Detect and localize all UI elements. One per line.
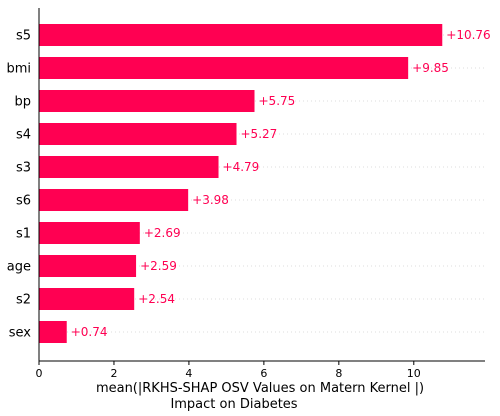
x-axis-title-line2: Impact on Diabetes	[170, 397, 297, 412]
value-label-s2: +2.54	[138, 292, 175, 306]
category-label-sex: sex	[9, 326, 32, 341]
value-label-s3: +4.79	[223, 160, 260, 174]
value-label-s5: +10.76	[446, 28, 490, 42]
value-label-s6: +3.98	[192, 193, 229, 207]
x-tick-label-8: 8	[335, 367, 342, 380]
category-label-s3: s3	[16, 161, 31, 176]
bar-layer: +10.76 +9.85 +5.75 +5.27 +4.79 +3.98 +2.69 +2.5…	[39, 24, 491, 343]
bar-s1	[39, 222, 140, 244]
bar-s2	[39, 288, 135, 310]
category-label-s2: s2	[16, 293, 31, 308]
value-label-bmi: +9.85	[412, 61, 449, 75]
bar-s3	[39, 156, 219, 178]
value-label-bp: +5.75	[259, 94, 296, 108]
x-tick-label-10: 10	[407, 367, 421, 380]
bar-bmi	[39, 57, 409, 79]
category-label-s6: s6	[16, 194, 31, 209]
axis-layer: s5 bmi bp s4 s3 s6 s1 age s2 sex 0 2 4 6 8 10	[6, 8, 485, 380]
value-label-sex: +0.74	[71, 325, 108, 339]
bar-age	[39, 255, 137, 277]
bar-sex	[39, 321, 67, 343]
x-tick-label-0: 0	[36, 367, 43, 380]
category-label-s4: s4	[16, 128, 31, 143]
x-axis-title-line1: mean(|RKHS-SHAP OSV Values on Matern Ker…	[96, 381, 424, 396]
bar-s6	[39, 189, 189, 211]
bar-s4	[39, 123, 237, 145]
value-label-s4: +5.27	[241, 127, 278, 141]
category-label-s5: s5	[16, 29, 31, 44]
value-label-age: +2.59	[140, 259, 177, 273]
x-tick-label-4: 4	[185, 367, 192, 380]
category-label-s1: s1	[16, 227, 31, 242]
category-label-bp: bp	[14, 95, 31, 110]
bar-s5	[39, 24, 443, 46]
bar-bp	[39, 90, 255, 112]
value-label-s1: +2.69	[144, 226, 181, 240]
category-label-age: age	[7, 260, 31, 275]
x-tick-label-2: 2	[110, 367, 117, 380]
x-tick-label-6: 6	[260, 367, 267, 380]
category-label-bmi: bmi	[6, 62, 31, 77]
grid-layer	[39, 34, 485, 333]
